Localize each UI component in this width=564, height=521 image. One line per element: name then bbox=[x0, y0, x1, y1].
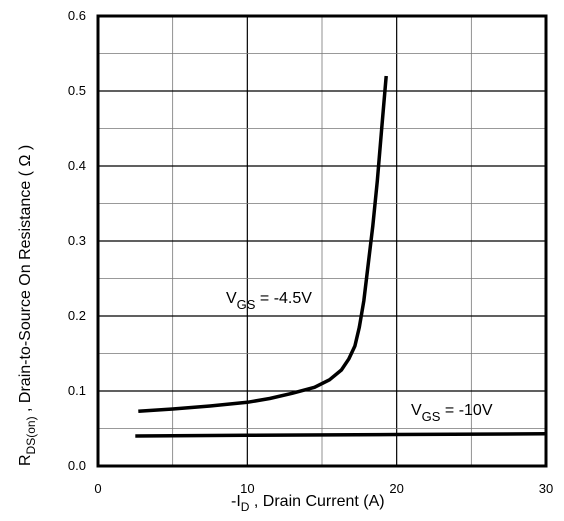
x-axis-label: -ID , Drain Current (A) bbox=[231, 493, 385, 514]
x-tick-label: 0 bbox=[94, 481, 101, 496]
x-tick-label: 30 bbox=[539, 481, 553, 496]
y-axis-label: RDS(on) , Drain-to-Source On Resistance … bbox=[17, 145, 38, 466]
series-label-vgs-4-5: VGS = -4.5V bbox=[226, 290, 312, 312]
series-line-0 bbox=[138, 75, 388, 414]
x-axis-ticks: 0 10 20 30 bbox=[94, 481, 553, 496]
y-tick-label: 0.0 bbox=[68, 458, 86, 473]
y-tick-label: 0.3 bbox=[68, 233, 86, 248]
y-tick-label: 0.1 bbox=[68, 383, 86, 398]
series-line-1 bbox=[135, 432, 547, 438]
x-tick-label: 20 bbox=[389, 481, 403, 496]
y-tick-label: 0.5 bbox=[68, 83, 86, 98]
y-axis-ticks: 0.0 0.1 0.2 0.3 0.4 0.5 0.6 bbox=[68, 8, 86, 473]
series-label-vgs-10: VGS = -10V bbox=[411, 402, 493, 424]
curves bbox=[135, 75, 547, 438]
grid bbox=[98, 16, 546, 466]
plot-frame bbox=[96, 14, 548, 468]
y-tick-label: 0.4 bbox=[68, 158, 86, 173]
y-tick-label: 0.2 bbox=[68, 308, 86, 323]
y-tick-label: 0.6 bbox=[68, 8, 86, 23]
x-tick-label: 10 bbox=[240, 481, 254, 496]
